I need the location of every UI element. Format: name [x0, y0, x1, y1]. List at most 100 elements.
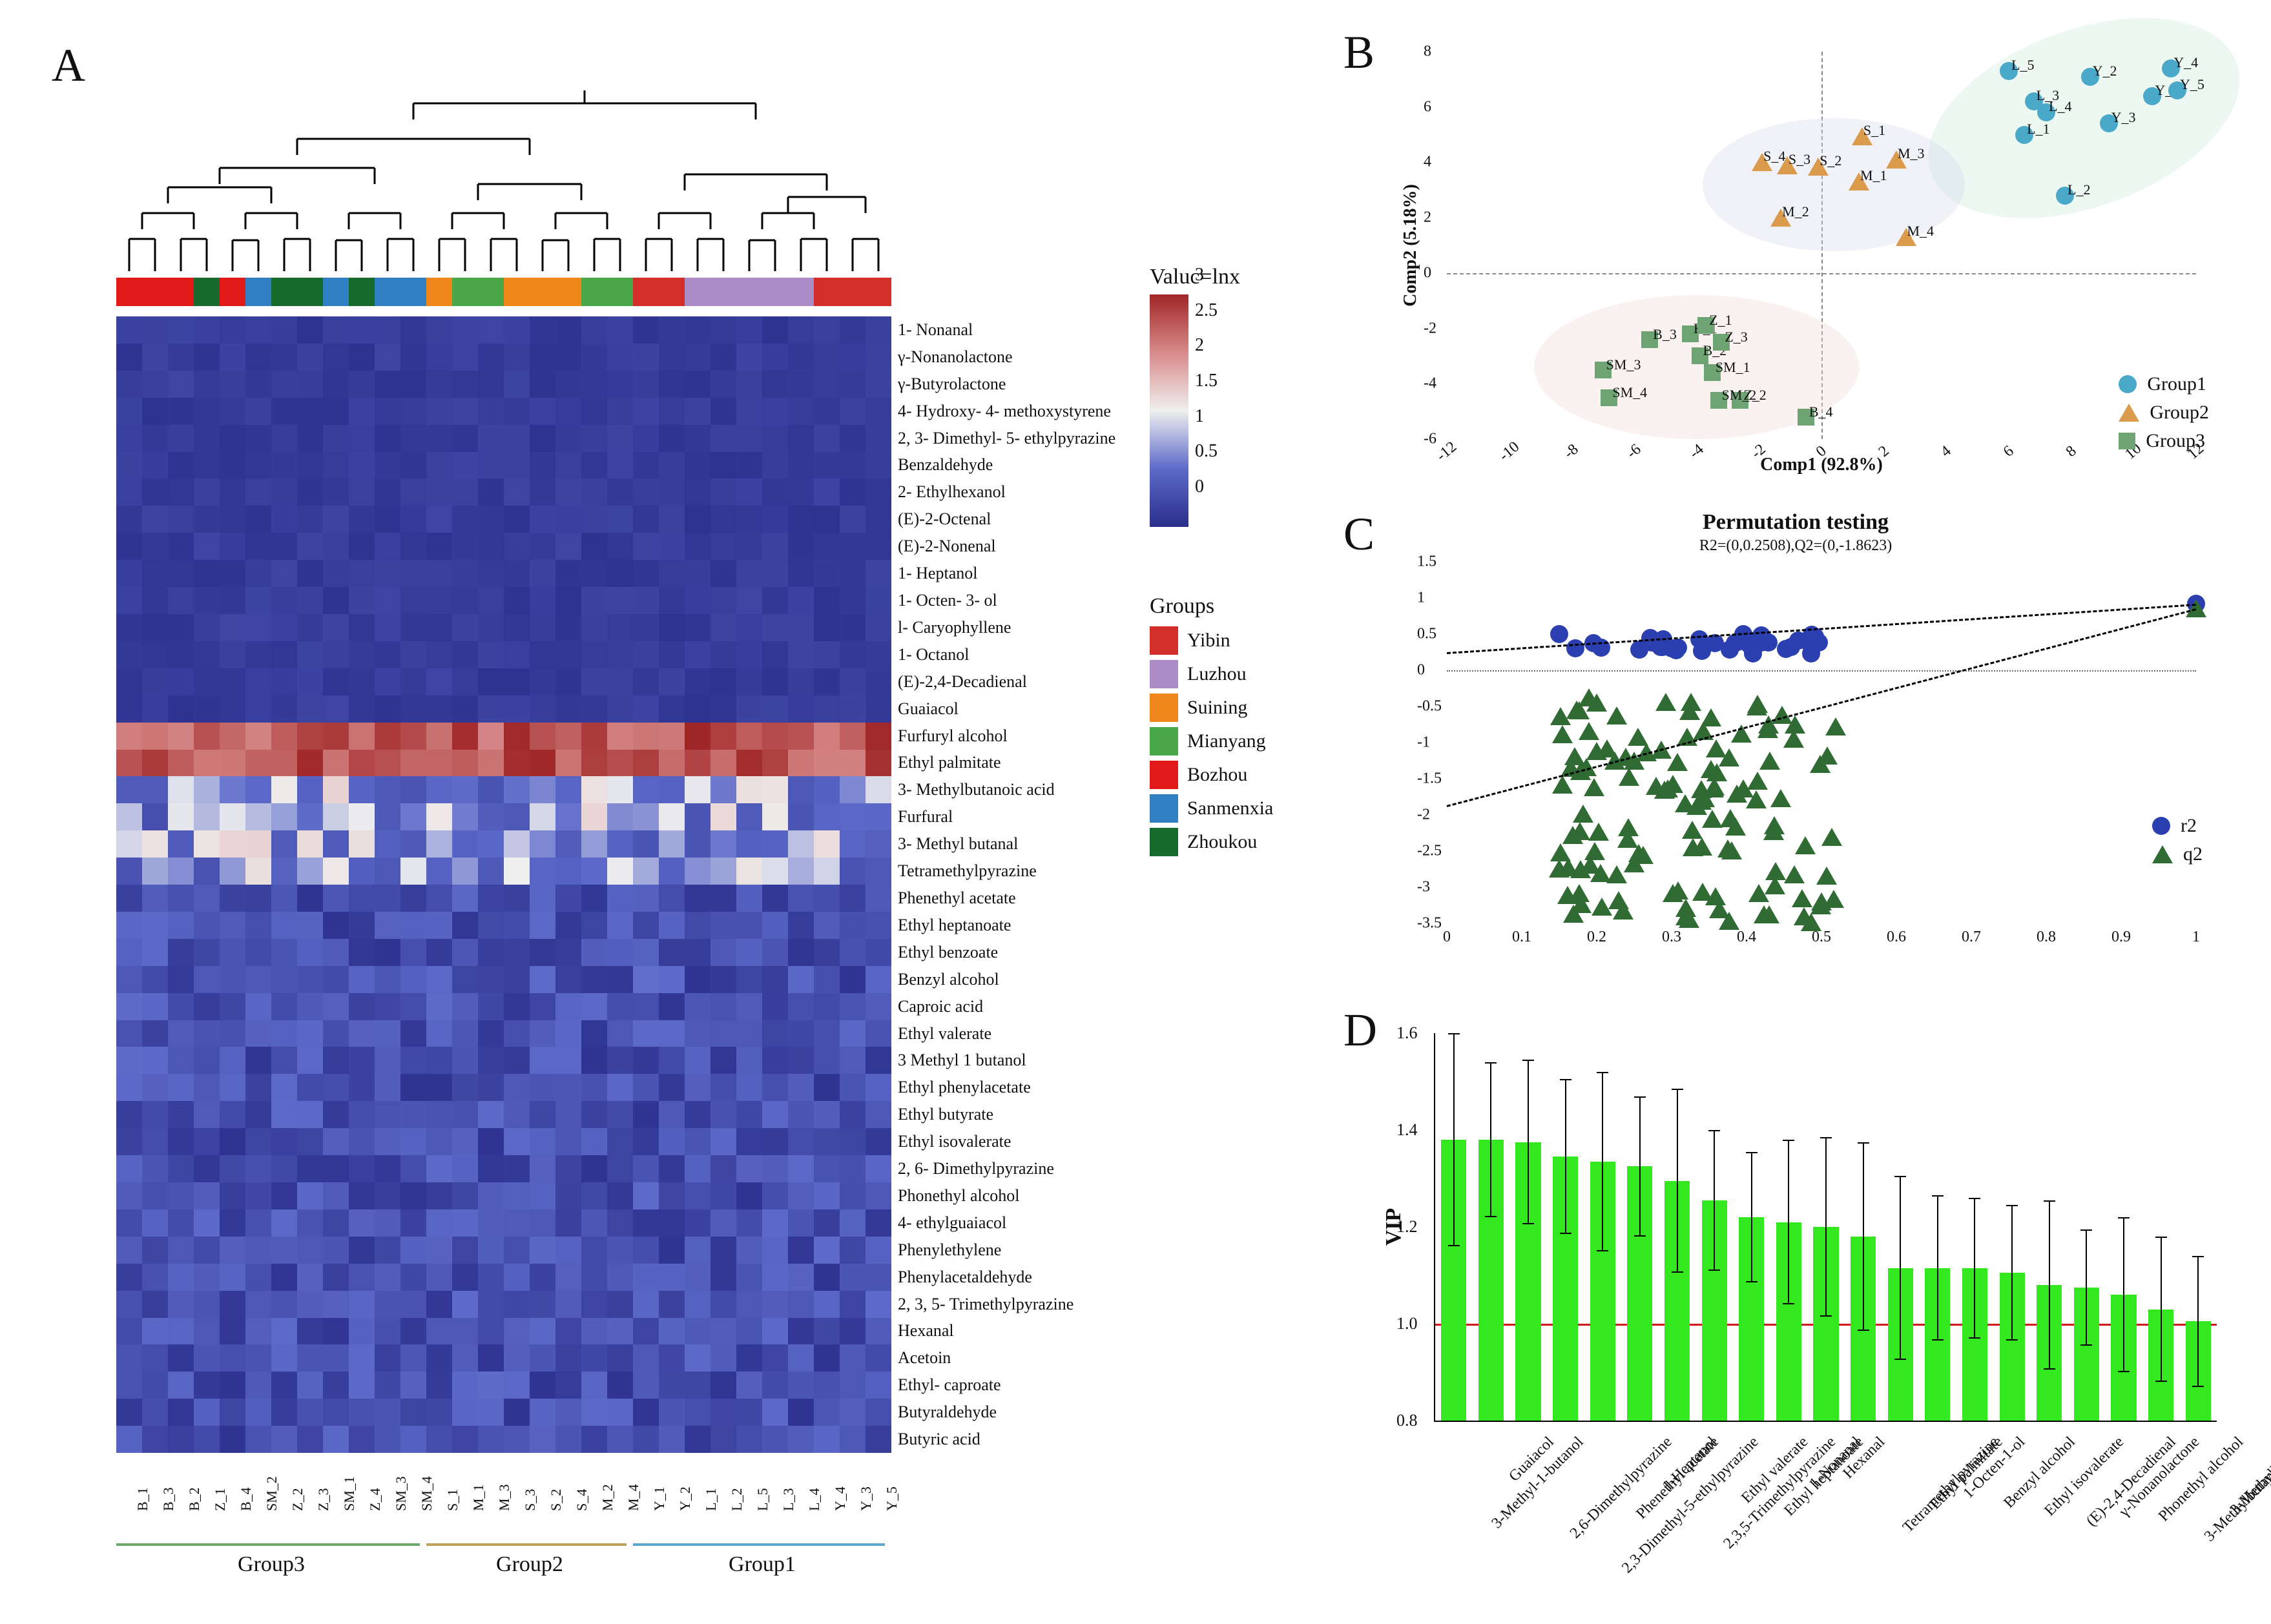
heatmap-col-label: B_4 [238, 1487, 254, 1511]
legend-marker [2152, 845, 2173, 863]
heatmap-col-label: Y_2 [677, 1486, 694, 1511]
scatter-point: M_3 [1886, 150, 1907, 169]
y-axis-label: Comp2 (5.18%) [1400, 184, 1421, 307]
heatmap-row-label: Hexanal [898, 1318, 1115, 1345]
heatmap-row [116, 966, 891, 993]
heatmap-row [116, 1047, 891, 1074]
heatmap-row [116, 750, 891, 777]
heatmap-row-label: Furfural [898, 803, 1115, 830]
scatter-plot-b: Comp1 (92.8%) Comp2 (5.18%) -12-10-8-6-4… [1447, 52, 2196, 439]
heatmap-row-label: 1- Octanol [898, 641, 1115, 668]
legend-swatch [1150, 727, 1178, 755]
perm-point [1566, 701, 1587, 719]
heatmap-row-label: Acetoin [898, 1344, 1115, 1372]
vip-errorbar [2197, 1256, 2199, 1387]
heatmap-col-label: Y_3 [858, 1486, 875, 1511]
heatmap-col-labels: B_1B_3B_2Z_1B_4SM_2Z_2Z_3SM_1Z_4SM_3SM_4… [116, 1459, 891, 1530]
heatmap-row [116, 1318, 891, 1345]
heatmap-row-label: Ethyl valerate [898, 1020, 1115, 1047]
scatter-point: SM_4 [1601, 389, 1617, 406]
heatmap-row [116, 560, 891, 587]
scatter-point: L_2 [2056, 187, 2074, 205]
panel-a-heatmap: A 1- Nonanalγ-Nonanolactoneγ-Butyrolacto… [39, 39, 1072, 1588]
heatmap-row [116, 668, 891, 695]
vip-errorbar [1825, 1137, 1827, 1317]
legend-label: Yibin [1187, 630, 1230, 652]
legend-row: Group3 [2119, 430, 2209, 452]
heatmap-row [116, 723, 891, 750]
vip-errorbar [2123, 1217, 2124, 1372]
heatmap-col-label: L_2 [729, 1488, 745, 1511]
perm-point [1550, 625, 1568, 643]
heatmap-row-label: Ethyl isovalerate [898, 1128, 1115, 1155]
heatmap-row [116, 1128, 891, 1155]
heatmap-row [116, 398, 891, 425]
perm-point [1719, 912, 1739, 930]
vip-errorbar [1900, 1176, 1901, 1360]
perm-point [1668, 881, 1688, 899]
perm-point [1784, 865, 1805, 883]
heatmap-row [116, 803, 891, 830]
perm-point [1726, 634, 1744, 652]
heatmap-row [116, 1101, 891, 1128]
heatmap-row-label: (E)-2-Nonenal [898, 533, 1115, 560]
heatmap-row [116, 641, 891, 668]
perm-point [1810, 896, 1831, 914]
groups-legend-row: Sanmenxia [1150, 794, 1273, 823]
scatter-point: SM_2 [1710, 392, 1727, 409]
legend-swatch [1150, 794, 1178, 823]
heatmap-row-label: 2- Ethylhexanol [898, 478, 1115, 506]
perm-point [1682, 821, 1703, 839]
heatmap-row [116, 425, 891, 452]
scatter-point: Z_3 [1713, 334, 1730, 351]
vip-errorbar [2011, 1205, 2013, 1341]
heatmap-row-label: 1- Heptanol [898, 560, 1115, 587]
axis-x-zero [1447, 273, 2196, 274]
panel-letter-d: D [1343, 1003, 1377, 1057]
heatmap-col-label: Y_5 [884, 1486, 900, 1511]
heatmap-row-label: Phenylethylene [898, 1237, 1115, 1264]
heatmap-row-label: 2, 3, 5- Trimethylpyrazine [898, 1291, 1115, 1318]
heatmap-row-label: Phenethyl acetate [898, 885, 1115, 912]
heatmap-row [116, 939, 891, 966]
heatmap-row [116, 1372, 891, 1399]
perm-point [1690, 630, 1708, 648]
heatmap-col-label: SM_4 [419, 1476, 435, 1511]
heatmap-col-label: Y_4 [832, 1486, 849, 1511]
heatmap-row-label: 4- ethylguaiacol [898, 1209, 1115, 1237]
heatmap-col-label: SM_2 [264, 1476, 280, 1511]
heatmap-col-label: Y_1 [651, 1486, 668, 1511]
legend-label: r2 [2181, 815, 2197, 837]
groups-legend-row: Suining [1150, 694, 1273, 722]
groups-legend-row: Luzhou [1150, 660, 1273, 688]
legend-label: Sanmenxia [1187, 797, 1273, 819]
perm-point [1816, 867, 1837, 885]
heatmap-row [116, 993, 891, 1020]
perm-point [1566, 639, 1584, 657]
groups-legend-row: Zhoukou [1150, 828, 1273, 856]
heatmap-row-label: Caproic acid [898, 993, 1115, 1020]
perm-subtitle: R2=(0,0.2508),Q2=(0,-1.8623) [1699, 537, 1892, 555]
perm-point [1706, 763, 1727, 781]
vip-errorbar [1453, 1033, 1455, 1246]
group-axis-label: Group1 [729, 1552, 796, 1577]
perm-point [1606, 865, 1627, 883]
heatmap-row [116, 1237, 891, 1264]
vip-errorbar [1677, 1089, 1678, 1273]
heatmap-col-label: L_1 [703, 1488, 720, 1511]
heatmap-color-legend: Valuc=lnx 32.521.510.50 [1150, 265, 1318, 527]
legend-row: Group1 [2119, 373, 2209, 395]
heatmap-row-label: (E)-2,4-Decadienal [898, 668, 1115, 695]
heatmap-row-label: 1- Nonanal [898, 316, 1115, 344]
legend-marker [2152, 817, 2170, 835]
vip-errorbar [2161, 1237, 2162, 1382]
perm-point [1584, 778, 1604, 796]
vip-errorbar [2086, 1229, 2087, 1346]
scatter-point: L_4 [2037, 103, 2055, 121]
color-legend-ticks: 32.521.510.50 [1195, 265, 1218, 497]
heatmap-row-label: 2, 3- Dimethyl- 5- ethylpyrazine [898, 425, 1115, 452]
perm-point [1763, 822, 1784, 840]
vip-errorbar [1937, 1195, 1938, 1341]
scatter-point: Y_1 [2143, 87, 2161, 105]
perm-point [1679, 702, 1700, 720]
